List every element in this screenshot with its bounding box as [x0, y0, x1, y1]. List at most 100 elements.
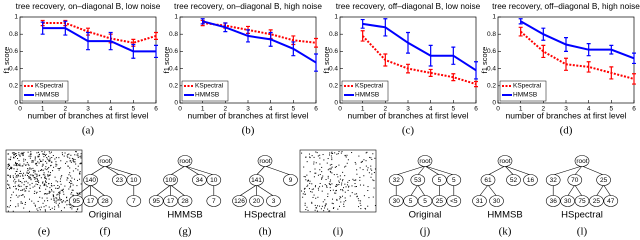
- matrix-dot: [58, 168, 60, 170]
- y-tick-label: 0.2: [169, 83, 178, 90]
- error-bar: [541, 27, 546, 41]
- matrix-dot: [43, 193, 45, 195]
- matrix-dot: [56, 187, 58, 189]
- matrix-dot: [371, 158, 373, 160]
- matrix-dot: [310, 191, 312, 193]
- tree-edge: [156, 184, 171, 197]
- tree-node-label: 25: [593, 198, 601, 205]
- matrix-dot: [369, 156, 371, 158]
- legend-label: KSpectral: [513, 83, 542, 90]
- matrix-dot: [9, 187, 11, 189]
- matrix-dot: [66, 177, 68, 179]
- matrix-dot: [321, 185, 323, 187]
- matrix-dot: [345, 200, 347, 202]
- x-tick-label: 4: [109, 106, 113, 113]
- matrix-dot: [78, 173, 80, 175]
- matrix-dot: [69, 204, 71, 206]
- matrix-dot: [16, 170, 18, 172]
- tree-node: [206, 195, 222, 207]
- matrix-dot: [47, 175, 49, 177]
- matrix-dot: [331, 159, 333, 161]
- matrix-dot: [35, 162, 37, 164]
- x-tick-label: 3: [406, 106, 410, 113]
- matrix-dot: [29, 177, 31, 179]
- error-bar: [406, 63, 410, 74]
- matrix-dot: [55, 161, 57, 163]
- chart-title: tree recovery, on–diagonal B, low noise: [16, 1, 161, 11]
- matrix-dot: [70, 185, 72, 187]
- matrix-dot: [64, 162, 66, 164]
- matrix-dot: [27, 182, 29, 184]
- legend-label: HMMSB: [195, 92, 219, 99]
- matrix-dot: [309, 180, 311, 182]
- matrix-dot: [34, 157, 36, 159]
- matrix-dot: [26, 172, 28, 174]
- matrix-dot: [319, 163, 321, 165]
- matrix-dot: [72, 184, 74, 186]
- matrix-dot: [306, 206, 308, 208]
- matrix-dot: [47, 200, 49, 202]
- matrix-dot: [16, 176, 18, 178]
- matrix-dot: [370, 157, 372, 159]
- x-tick-label: 0: [338, 106, 342, 113]
- matrix-dot: [63, 193, 65, 195]
- matrix-dot: [16, 168, 18, 170]
- matrix-dot: [73, 178, 75, 180]
- y-tick-label: 0: [334, 100, 338, 107]
- tree-node-label: root: [179, 158, 190, 165]
- tree-node: [97, 195, 113, 207]
- tree-node-label: 17: [87, 198, 95, 205]
- x-tick-label: 1: [361, 106, 365, 113]
- matrix-dot: [10, 166, 12, 168]
- matrix-dot: [317, 205, 319, 207]
- matrix-dot: [25, 180, 27, 182]
- matrix-dot: [60, 189, 62, 191]
- matrix-dot: [45, 153, 47, 155]
- matrix-dot: [354, 161, 356, 163]
- tree-node-label: root: [499, 158, 510, 165]
- matrix-dot: [51, 190, 53, 192]
- matrix-dot: [42, 154, 44, 156]
- matrix-dot: [338, 151, 340, 153]
- matrix-dot: [333, 174, 335, 176]
- matrix-dot: [311, 155, 313, 157]
- matrix-dot: [322, 201, 324, 203]
- matrix-dot: [15, 153, 17, 155]
- matrix-dot: [337, 176, 339, 178]
- matrix-dot: [30, 153, 32, 155]
- tree-edge: [104, 165, 120, 176]
- matrix-dot: [334, 152, 336, 154]
- matrix-dot: [29, 174, 31, 176]
- matrix-dot: [17, 185, 19, 187]
- matrix-dot: [80, 162, 82, 164]
- matrix-dot: [336, 199, 338, 201]
- matrix-dot: [23, 184, 25, 186]
- matrix-dot: [14, 153, 16, 155]
- matrix-dot: [7, 164, 9, 166]
- matrix-dot: [49, 160, 51, 162]
- matrix-dot: [75, 168, 77, 170]
- matrix-dot: [69, 157, 71, 159]
- matrix-dot: [35, 192, 37, 194]
- matrix-dot: [58, 169, 60, 171]
- matrix-dot: [12, 177, 14, 179]
- matrix-dot: [313, 176, 315, 178]
- matrix-dot: [38, 155, 40, 157]
- matrix-dot: [317, 187, 319, 189]
- matrix-dot: [75, 151, 77, 153]
- tree-edge: [170, 165, 186, 176]
- matrix-dot: [42, 169, 44, 171]
- tree-edge: [487, 184, 497, 197]
- matrix-image: [299, 149, 377, 213]
- matrix-dot: [79, 156, 81, 158]
- matrix-dot: [17, 205, 19, 207]
- matrix-dot: [30, 179, 32, 181]
- matrix-dot: [335, 185, 337, 187]
- matrix-dot: [302, 193, 304, 195]
- matrix-dot: [321, 177, 323, 179]
- matrix-dot: [331, 152, 333, 154]
- matrix-dot: [62, 200, 64, 202]
- matrix-dot: [344, 154, 346, 156]
